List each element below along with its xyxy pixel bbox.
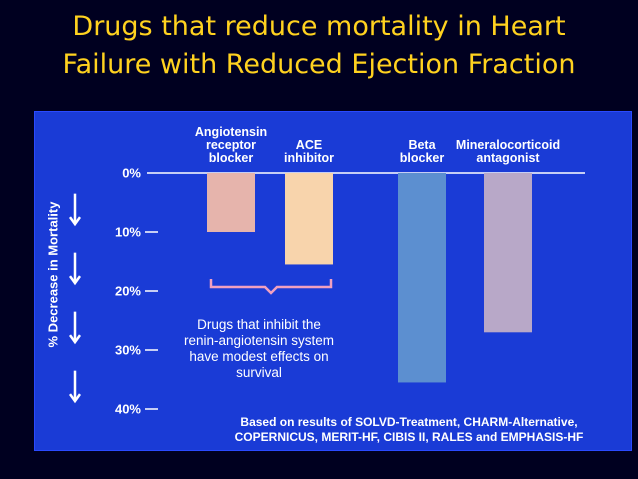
bar-chart: 0% 10% 20% 30% 40% — [68, 166, 585, 417]
category-label-line: ACE — [295, 138, 323, 152]
bar-4 — [484, 173, 532, 333]
annotation-text: Drugs that inhibit the renin-angiotensin… — [159, 317, 359, 381]
category-label-line: receptor — [205, 138, 257, 152]
y-axis-label: % Decrease in Mortality — [45, 201, 61, 348]
annotation-line-3: have modest effects on — [189, 349, 329, 364]
category-label-line: Angiotensin — [194, 125, 268, 139]
bar-3 — [398, 173, 446, 383]
y-tick-label: 40% — [115, 402, 141, 417]
category-label-line: Beta — [408, 138, 436, 152]
y-tick-label: 30% — [115, 343, 141, 358]
category-label-2: ACE inhibitor — [239, 139, 379, 165]
down-arrow-head — [68, 216, 82, 227]
y-tick-label: 0% — [122, 166, 141, 181]
source-line-1: Based on results of SOLVD-Treatment, CHA… — [240, 415, 578, 429]
down-arrow-head — [68, 334, 82, 345]
slide-title-line-2: Failure with Reduced Ejection Fraction — [62, 49, 576, 80]
annotation-line-1: Drugs that inhibit the — [197, 317, 321, 332]
category-label-line: blocker — [399, 151, 445, 165]
bar-2 — [285, 173, 333, 265]
slide-title-line-1: Drugs that reduce mortality in Heart — [72, 11, 566, 42]
annotation-line-2: renin-angiotensin system — [183, 333, 335, 348]
bar-1 — [207, 173, 255, 232]
category-label-3: Beta blocker — [352, 139, 492, 165]
slide-title: Drugs that reduce mortality in Heart Fai… — [0, 8, 638, 84]
source-note: Based on results of SOLVD-Treatment, CHA… — [199, 415, 619, 445]
y-tick-label: 10% — [115, 225, 141, 240]
y-tick-label: 20% — [115, 284, 141, 299]
chart-panel: 0% 10% 20% 30% 40% % Decrease in Mortality D… — [34, 111, 632, 451]
category-label-1: Angiotensin receptor blocker — [161, 126, 301, 165]
source-line-2: COPERNICUS, MERIT-HF, CIBIS II, RALES an… — [234, 430, 584, 444]
category-label-4: Mineralocorticoid antagonist — [438, 139, 578, 165]
down-arrow-head — [68, 393, 82, 404]
bracket — [209, 279, 333, 295]
category-label-line: blocker — [208, 151, 254, 165]
category-label-line: antagonist — [476, 151, 540, 165]
category-label-line: Mineralocorticoid — [455, 138, 561, 152]
annotation-line-4: survival — [236, 365, 282, 380]
category-label-line: inhibitor — [284, 151, 334, 165]
down-arrow-head — [68, 275, 82, 286]
